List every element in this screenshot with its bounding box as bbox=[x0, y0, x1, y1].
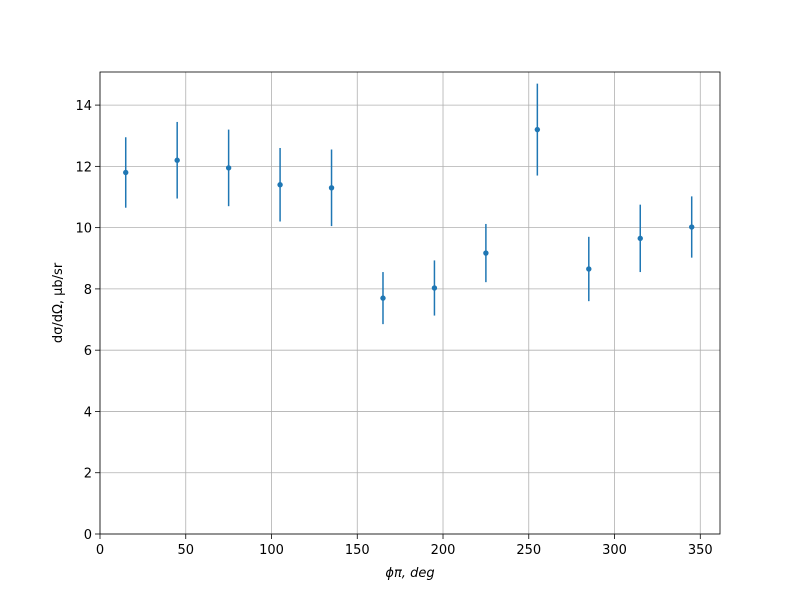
y-tick-label: 4 bbox=[84, 405, 92, 420]
data-point bbox=[483, 250, 489, 256]
x-tick-label: 300 bbox=[602, 543, 627, 558]
x-tick-label: 350 bbox=[688, 543, 713, 558]
x-tick-label: 0 bbox=[96, 543, 104, 558]
data-point bbox=[689, 224, 695, 230]
y-tick-label: 2 bbox=[84, 467, 92, 482]
y-tick-label: 6 bbox=[84, 344, 92, 359]
y-tick-label: 10 bbox=[75, 222, 92, 237]
y-tick-label: 8 bbox=[84, 283, 92, 298]
data-point bbox=[328, 185, 335, 191]
data-point bbox=[586, 266, 592, 272]
data-point bbox=[380, 295, 386, 301]
data-point bbox=[534, 126, 541, 133]
x-tick-label: 100 bbox=[259, 543, 284, 558]
y-tick-label: 14 bbox=[75, 99, 92, 114]
data-point bbox=[174, 157, 180, 163]
data-point bbox=[225, 165, 232, 171]
x-tick-label: 200 bbox=[431, 543, 456, 558]
x-tick-label: 150 bbox=[345, 543, 370, 558]
data-point bbox=[431, 285, 438, 291]
x-tick-label: 250 bbox=[516, 543, 541, 558]
data-point bbox=[277, 182, 283, 188]
data-point bbox=[123, 169, 129, 176]
data-point bbox=[637, 235, 643, 242]
x-axis-label: ϕπ, deg bbox=[385, 566, 434, 581]
y-tick-label: 0 bbox=[84, 528, 92, 543]
y-axis-label: dσ/dΩ, μb/sr bbox=[51, 262, 66, 343]
x-tick-label: 50 bbox=[177, 543, 194, 558]
y-tick-label: 12 bbox=[75, 160, 92, 175]
plot-frame bbox=[99, 71, 721, 535]
